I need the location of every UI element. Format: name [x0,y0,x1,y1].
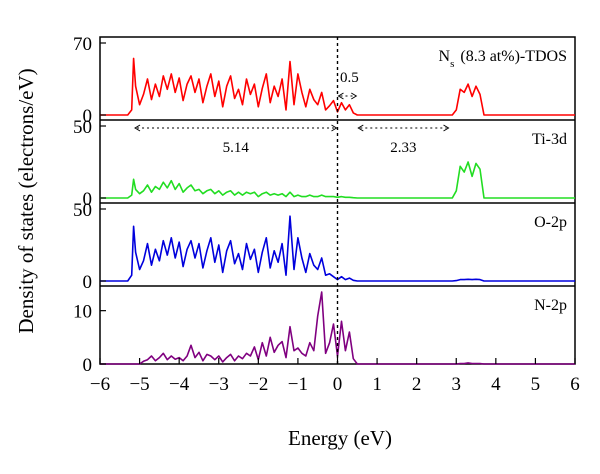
panel-1: 0 70 Ns (8.3 at%)-TDOS [73,34,575,127]
arrow-left [337,92,344,100]
arrow-left [357,124,364,132]
y-tick-label: 10 [73,302,92,323]
series-line [100,161,575,199]
panel-label-main: O-2p [534,214,567,231]
x-tick-label: 0 [333,374,343,395]
x-axis: −6 −5 −4 −3 −2 −1 0 1 2 3 4 5 6 [90,358,580,395]
panel-label-main: Ti-3d [532,131,567,148]
series-line [100,57,575,116]
panel-label: Ti-3d [532,131,567,148]
y-tick-label: 0 [83,355,93,376]
panel-label-rest: (8.3 at%)-TDOS [460,48,567,65]
y-tick-label: 0 [83,106,93,127]
y-tick-label: 0 [83,189,93,210]
x-tick-label: −6 [90,374,110,395]
panel-label: O-2p [534,214,567,231]
gap-annotation: 5.14 [134,124,338,156]
x-tick-label: 1 [372,374,382,395]
x-tick-label: 2 [412,374,422,395]
y-tick-label: 70 [73,34,92,55]
panel-label-main: N [439,48,451,65]
series-line [100,215,575,282]
x-axis-title: Energy (eV) [288,426,392,450]
panel-label-main: N-2p [534,297,567,314]
panel-3: 0 50 O-2p [73,200,575,293]
x-tick-label: 5 [531,374,541,395]
arrow-right [331,124,338,132]
y-axis-title: Density of states (electrons/eV) [14,68,38,333]
x-tick-label: −1 [288,374,308,395]
gap-annotation: 0.5 [337,70,359,100]
panel-4: 0 10 N-2p [73,285,575,376]
x-tick-label: 6 [570,374,580,395]
y-tick-label: 0 [83,272,93,293]
x-tick-label: 4 [491,374,501,395]
arrow-right [351,92,358,100]
panel-2: 0 50 Ti-3d [73,117,575,210]
x-tick-label: 3 [452,374,462,395]
y-tick-label: 50 [73,117,92,138]
annotation-label: 5.14 [223,140,250,156]
panel-label-sub: s [450,58,454,70]
x-tick-label: −2 [248,374,268,395]
panel-label: Ns (8.3 at%)-TDOS [439,48,567,70]
x-tick-label: −5 [129,374,149,395]
arrow-left [134,124,141,132]
annotations: 0.5 5.14 2.33 [134,70,450,156]
gap-annotation: 2.33 [357,124,450,156]
x-tick-label: −4 [169,374,190,395]
x-tick-label: −3 [209,374,229,395]
annotation-label: 0.5 [340,70,359,86]
panel-label: N-2p [534,297,567,314]
annotation-label: 2.33 [390,140,416,156]
y-tick-label: 50 [73,200,92,221]
arrow-right [443,124,450,132]
